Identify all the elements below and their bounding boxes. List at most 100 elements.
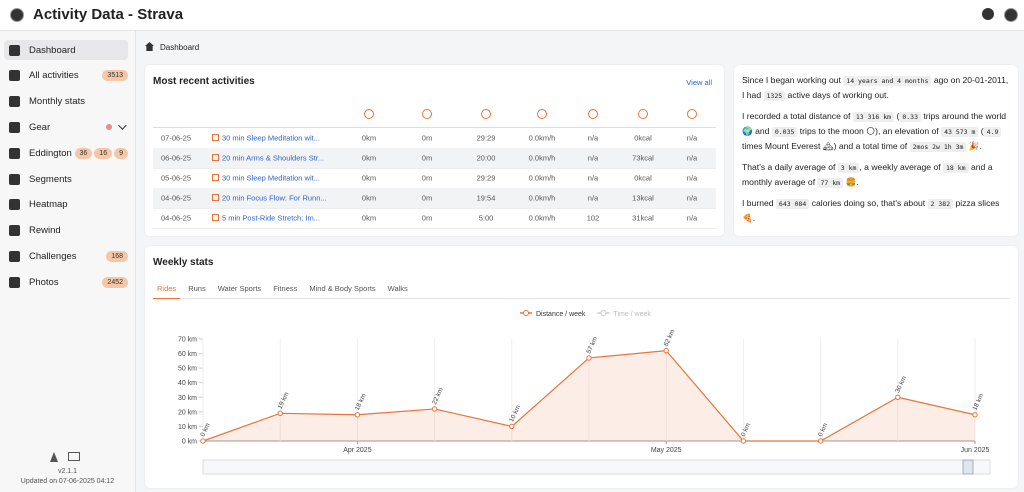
cell: 0.0km/h xyxy=(528,193,556,203)
code: 643 084 xyxy=(775,199,810,209)
paragraph: Since I began working out 14 years and 4… xyxy=(742,73,1010,103)
text: trips to the moon 🌕), an elevation of xyxy=(797,126,942,136)
tab[interactable]: Runs xyxy=(188,284,206,293)
column-icon xyxy=(638,109,648,119)
gear-status xyxy=(106,121,127,131)
cell: 19:54 xyxy=(476,193,496,203)
tab[interactable]: Rides xyxy=(153,282,181,299)
card-title: Weekly stats xyxy=(153,257,214,268)
breadcrumb: Dashboard xyxy=(160,43,200,52)
sidebar-icon xyxy=(9,276,20,288)
sidebar-item[interactable]: Monthly stats xyxy=(4,92,128,112)
sidebar-icon xyxy=(9,44,20,56)
sidebar-item[interactable]: Challenges 168 xyxy=(4,246,128,266)
sidebar-label: Challenges xyxy=(29,250,77,262)
badges: 168 xyxy=(106,250,128,262)
sport-icon xyxy=(212,174,219,181)
home-icon[interactable] xyxy=(145,42,154,51)
sidebar-item[interactable]: Rewind xyxy=(4,221,128,241)
sidebar-item[interactable]: Dashboard xyxy=(4,40,128,60)
cell: 0km xyxy=(361,133,377,143)
sidebar-item[interactable]: Gear xyxy=(4,117,128,137)
cell: n/a xyxy=(587,173,599,183)
chevron xyxy=(118,121,127,131)
intro-card: Since I began working out 14 years and 4… xyxy=(734,65,1018,236)
text: I recorded a total distance of xyxy=(742,111,853,121)
sidebar-item[interactable]: Photos 2452 xyxy=(4,272,128,292)
code: 1325 xyxy=(763,91,786,101)
cell: n/a xyxy=(686,193,698,203)
weekly-card: Weekly stats Rides Runs Water Sports Fitness… xyxy=(145,246,1018,488)
activity-name[interactable]: 30 min Sleep Meditation wit... xyxy=(222,173,320,183)
text: and a monthly average of xyxy=(742,162,993,187)
sidebar-label: Heatmap xyxy=(29,199,68,211)
tab[interactable]: Mind & Body Sports xyxy=(309,284,376,293)
column-icon xyxy=(422,109,432,119)
cell: 0km xyxy=(361,153,377,163)
text: I burned xyxy=(742,198,776,208)
badges: 2452 xyxy=(102,276,128,288)
cell: n/a xyxy=(686,133,698,143)
tab[interactable]: Fitness xyxy=(273,284,298,293)
text: pizza slices 🍕. xyxy=(742,198,1000,223)
table-header xyxy=(153,101,716,128)
tab[interactable]: Water Sports xyxy=(217,284,262,293)
text: Since I began working out xyxy=(742,75,844,85)
date: 04-06-25 xyxy=(161,193,192,203)
sidebar-icon xyxy=(9,96,20,108)
recent-card: Most recent activities View all 07-06-25 30… xyxy=(145,65,724,236)
cell: 20:00 xyxy=(476,153,496,163)
sidebar-icon xyxy=(9,121,20,133)
cell: 5:00 xyxy=(478,213,494,223)
activity-name[interactable]: 20 min Focus Flow: For Runn... xyxy=(222,193,327,203)
code: 77 km xyxy=(817,178,844,188)
sidebar-label: Gear xyxy=(29,121,51,133)
text: 🍔. xyxy=(843,177,859,187)
sport-icon xyxy=(212,134,219,141)
tab[interactable]: Walks xyxy=(387,284,408,293)
code: 2mos 2w 1h 3m xyxy=(909,142,967,152)
sidebar-item[interactable]: Segments xyxy=(4,169,128,189)
github-icon[interactable] xyxy=(982,8,994,20)
cell: 29:29 xyxy=(476,173,496,183)
user-icon[interactable] xyxy=(1004,8,1018,22)
sidebar-item[interactable]: All activities 3513 xyxy=(4,66,128,86)
cell: n/a xyxy=(686,153,698,163)
cell: 0kcal xyxy=(634,173,652,183)
table-row xyxy=(153,188,716,209)
paragraph: I burned 643 084 calories doing so, that… xyxy=(742,196,1010,225)
code: 18 km xyxy=(943,163,969,173)
cell: 0m xyxy=(421,193,433,203)
sidebar-item[interactable]: Eddington 36 16 9 xyxy=(4,143,128,163)
cell: n/a xyxy=(587,133,599,143)
sport-icon xyxy=(212,154,219,161)
text: ( xyxy=(978,126,984,136)
badge: 3513 xyxy=(102,70,128,82)
paragraph: I recorded a total distance of 13 316 km… xyxy=(742,109,1010,154)
text: , a weekly average of xyxy=(859,162,944,172)
cell: 0km xyxy=(361,213,377,223)
sidebar-icon xyxy=(9,199,20,211)
badge: 168 xyxy=(106,250,128,262)
app-title: Activity Data - Strava xyxy=(33,6,184,23)
cell: n/a xyxy=(587,193,599,203)
view-all[interactable]: View all xyxy=(686,78,712,87)
activity-name[interactable]: 20 min Arms & Shoulders Str... xyxy=(222,153,325,163)
sport-icon xyxy=(212,194,219,201)
text: calories doing so, that's about xyxy=(809,198,928,208)
cell: 0m xyxy=(421,133,433,143)
cell: 102 xyxy=(586,213,600,223)
sidebar-icon xyxy=(9,173,20,185)
table-row xyxy=(153,148,716,169)
sidebar-footer-icons xyxy=(50,452,84,462)
header xyxy=(0,0,1024,31)
activity-name[interactable]: 5 min Post-Ride Stretch: Im... xyxy=(222,213,320,223)
text: trips around the world 🌍 and xyxy=(742,111,1007,136)
updated: Updated on 07-06-2025 04:12 xyxy=(20,478,115,485)
date: 07-06-25 xyxy=(161,133,192,143)
activity-name[interactable]: 30 min Sleep Meditation wit... xyxy=(222,133,320,143)
sidebar-item[interactable]: Heatmap xyxy=(4,195,128,215)
code: 13 316 km xyxy=(852,112,895,122)
badge: 9 xyxy=(114,147,128,159)
sidebar-label: Monthly stats xyxy=(29,96,85,108)
